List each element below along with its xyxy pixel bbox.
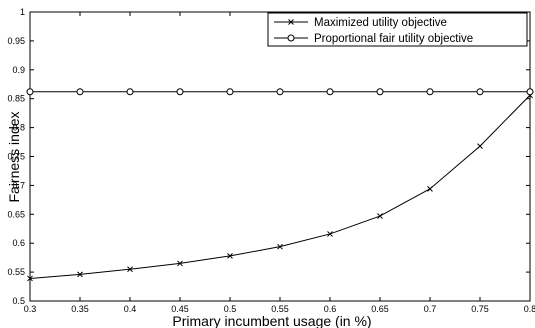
y-tick-label: 0.65 xyxy=(7,209,25,219)
data-point-proportional xyxy=(176,88,184,96)
data-point-maximized xyxy=(127,266,133,273)
y-tick-label: 0.85 xyxy=(7,94,25,104)
y-tick-label: 0.95 xyxy=(7,36,25,46)
y-tick-label: 0.5 xyxy=(12,296,25,306)
y-tick-label: 1 xyxy=(20,7,25,17)
data-point-maximized xyxy=(27,275,33,282)
data-point-maximized xyxy=(77,271,83,278)
y-tick-label: 0.55 xyxy=(7,267,25,277)
legend-box xyxy=(267,12,528,47)
y-tick-label: 0.9 xyxy=(12,65,25,75)
data-point-proportional xyxy=(26,88,34,96)
plot-area xyxy=(29,11,531,302)
data-point-maximized xyxy=(227,253,233,259)
x-tick-label: 0.6 xyxy=(324,304,337,314)
data-point-proportional xyxy=(526,88,534,96)
legend-label-maximized: Maximized utility objective xyxy=(314,17,447,29)
data-point-proportional xyxy=(126,88,134,96)
y-tick-label: 0.75 xyxy=(7,152,25,162)
data-point-maximized xyxy=(277,243,283,250)
data-point-proportional xyxy=(226,88,234,96)
x-tick-label: 0.3 xyxy=(24,304,37,314)
x-tick-label: 0.8 xyxy=(524,304,535,314)
y-axis-label: Fairness index xyxy=(6,111,22,202)
x-tick-label: 0.45 xyxy=(171,304,189,314)
y-tick-label: 0.8 xyxy=(12,123,25,133)
legend-marker-proportional xyxy=(287,34,295,42)
x-tick-label: 0.65 xyxy=(371,304,389,314)
data-point-proportional xyxy=(76,88,84,96)
data-point-proportional xyxy=(376,88,384,96)
data-point-maximized xyxy=(427,186,433,192)
data-point-maximized xyxy=(177,260,183,267)
x-tick-label: 0.4 xyxy=(124,304,137,314)
x-tick-label: 0.35 xyxy=(71,304,89,314)
y-axis: 0.5 0.55 0.6 0.65 0.7 0.75 0.8 0.85 0.9 0.95 1 xyxy=(7,7,530,306)
x-tick-label: 0.75 xyxy=(471,304,489,314)
series-layer xyxy=(26,88,534,282)
data-point-maximized xyxy=(477,143,483,149)
legend: Maximized utility objective Proportional… xyxy=(267,12,528,47)
legend-label-proportional: Proportional fair utility objective xyxy=(314,33,473,45)
data-point-proportional xyxy=(326,88,334,96)
data-point-proportional xyxy=(476,88,484,96)
data-point-maximized xyxy=(327,231,333,237)
y-tick-label: 0.7 xyxy=(12,180,25,190)
y-tick-label: 0.6 xyxy=(12,238,25,248)
x-tick-label: 0.55 xyxy=(271,304,289,314)
data-point-proportional xyxy=(426,88,434,96)
x-axis-label: Primary incumbent usage (in %) xyxy=(172,313,371,328)
data-point-maximized xyxy=(377,213,383,219)
x-tick-label: 0.7 xyxy=(424,304,437,314)
legend-marker-maximized xyxy=(288,19,294,25)
x-tick-label: 0.5 xyxy=(224,304,237,314)
data-point-proportional xyxy=(276,88,284,96)
